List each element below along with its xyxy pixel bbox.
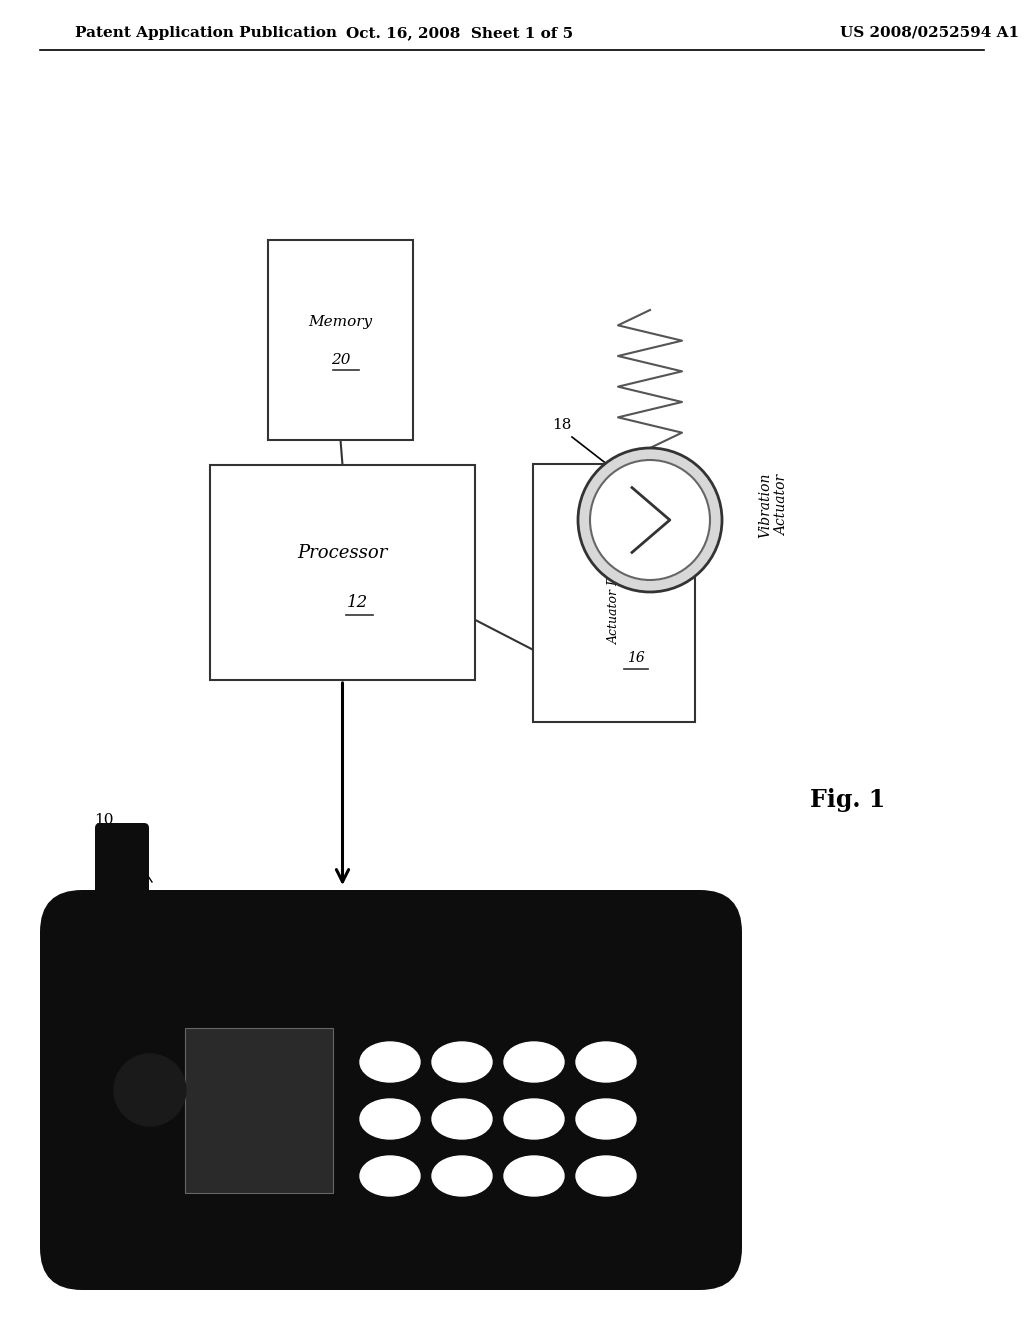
- Circle shape: [578, 447, 722, 591]
- Ellipse shape: [504, 1156, 564, 1196]
- Ellipse shape: [432, 1156, 492, 1196]
- Text: Patent Application Publication: Patent Application Publication: [75, 26, 337, 40]
- Bar: [268, 240, 413, 440]
- Text: US 2008/0252594 A1: US 2008/0252594 A1: [840, 26, 1019, 40]
- Ellipse shape: [575, 1156, 636, 1196]
- Text: Actuator Drive Circuit: Actuator Drive Circuit: [607, 503, 621, 644]
- Circle shape: [114, 1053, 186, 1126]
- Circle shape: [590, 459, 710, 579]
- Text: 11: 11: [266, 1269, 286, 1283]
- Bar: [534, 465, 695, 722]
- Text: Fig. 1: Fig. 1: [810, 788, 886, 812]
- Ellipse shape: [432, 1100, 492, 1139]
- Text: Vibration: Vibration: [758, 473, 772, 537]
- Text: 12: 12: [347, 594, 368, 611]
- Text: 20: 20: [331, 352, 350, 367]
- Text: 10: 10: [94, 813, 114, 828]
- Ellipse shape: [360, 1156, 420, 1196]
- Text: 13: 13: [501, 1269, 520, 1283]
- FancyBboxPatch shape: [95, 822, 150, 902]
- Text: Memory: Memory: [308, 315, 373, 329]
- Ellipse shape: [360, 1100, 420, 1139]
- Text: Actuator: Actuator: [775, 474, 790, 536]
- Ellipse shape: [432, 1041, 492, 1082]
- Bar: [210, 465, 475, 680]
- FancyBboxPatch shape: [40, 890, 742, 1290]
- Text: 18: 18: [552, 418, 571, 432]
- Ellipse shape: [575, 1100, 636, 1139]
- Ellipse shape: [360, 1041, 420, 1082]
- Text: 16: 16: [627, 651, 645, 665]
- Ellipse shape: [504, 1100, 564, 1139]
- Ellipse shape: [575, 1041, 636, 1082]
- Bar: [185, 1028, 333, 1193]
- Text: Processor: Processor: [297, 544, 388, 561]
- Text: Oct. 16, 2008  Sheet 1 of 5: Oct. 16, 2008 Sheet 1 of 5: [346, 26, 573, 40]
- Ellipse shape: [504, 1041, 564, 1082]
